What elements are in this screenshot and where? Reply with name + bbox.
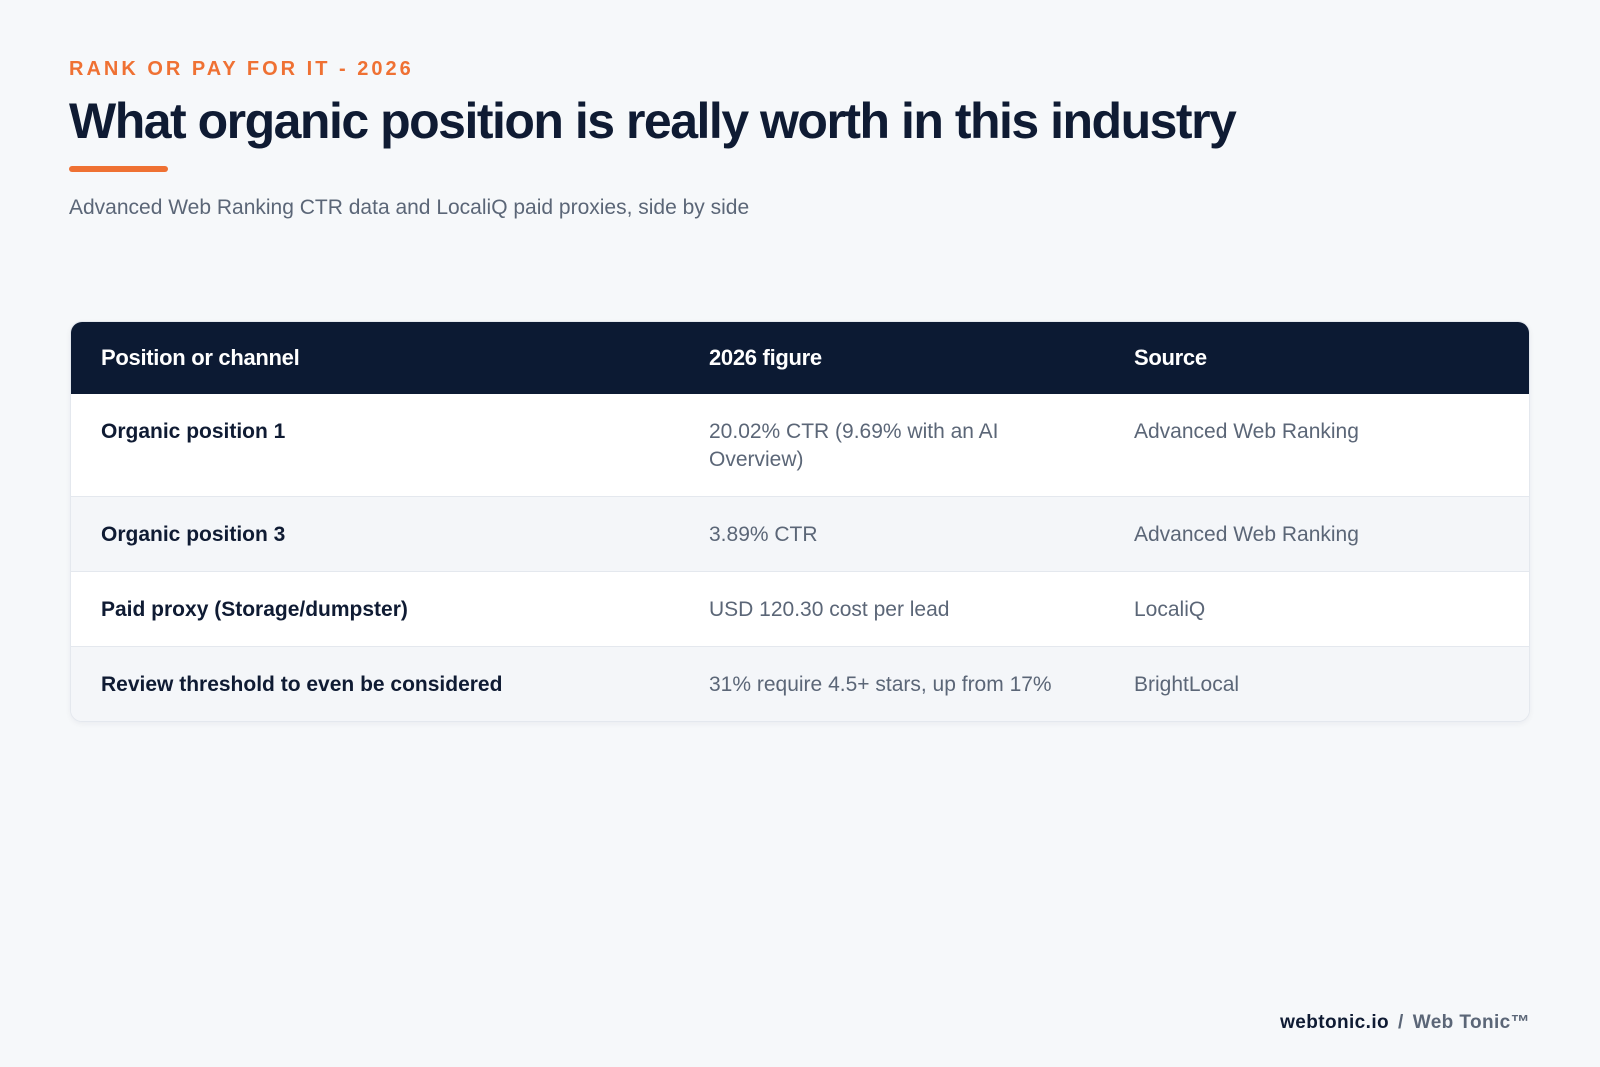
table-row: Review threshold to even be considered 3… [71, 646, 1529, 721]
footer-separator: / [1398, 1012, 1404, 1033]
title-accent-bar [69, 166, 168, 172]
footer-credit: webtonic.io / Web Tonic™ [1280, 1012, 1530, 1034]
comparison-table: Position or channel 2026 figure Source O… [71, 322, 1529, 721]
row-source: Advanced Web Ranking [1134, 420, 1359, 443]
row-figure: 31% require 4.5+ stars, up from 17% [709, 673, 1052, 696]
row-source: Advanced Web Ranking [1134, 523, 1359, 546]
page-title: What organic position is really worth in… [69, 93, 1237, 149]
row-source: BrightLocal [1134, 673, 1240, 696]
table-header-row: Position or channel 2026 figure Source [71, 322, 1529, 394]
row-figure: 20.02% CTR (9.69% with an AI Overview) [709, 420, 999, 471]
table-row: Organic position 3 3.89% CTR Advanced We… [71, 496, 1529, 572]
column-header-figure: 2026 figure [709, 345, 822, 370]
table-header: Position or channel 2026 figure Source [71, 322, 1529, 394]
table-row: Paid proxy (Storage/dumpster) USD 120.30… [71, 571, 1529, 647]
eyebrow-label: RANK OR PAY FOR IT - 2026 [69, 58, 414, 80]
row-label: Paid proxy (Storage/dumpster) [101, 598, 408, 621]
column-header-source: Source [1134, 345, 1207, 370]
footer-domain: webtonic.io [1280, 1012, 1390, 1033]
footer-brand: Web Tonic™ [1412, 1012, 1530, 1033]
table-row: Organic position 1 20.02% CTR (9.69% wit… [71, 394, 1529, 497]
comparison-table-card: Position or channel 2026 figure Source O… [70, 321, 1530, 722]
row-label: Organic position 3 [101, 523, 286, 546]
column-header-position: Position or channel [101, 345, 300, 370]
page-subtitle: Advanced Web Ranking CTR data and Locali… [69, 196, 750, 219]
row-figure: 3.89% CTR [709, 523, 818, 546]
row-label: Organic position 1 [101, 420, 286, 443]
table-body: Organic position 1 20.02% CTR (9.69% wit… [71, 394, 1529, 721]
row-figure: USD 120.30 cost per lead [709, 598, 950, 621]
row-label: Review threshold to even be considered [101, 673, 503, 696]
row-source: LocaliQ [1134, 598, 1206, 621]
